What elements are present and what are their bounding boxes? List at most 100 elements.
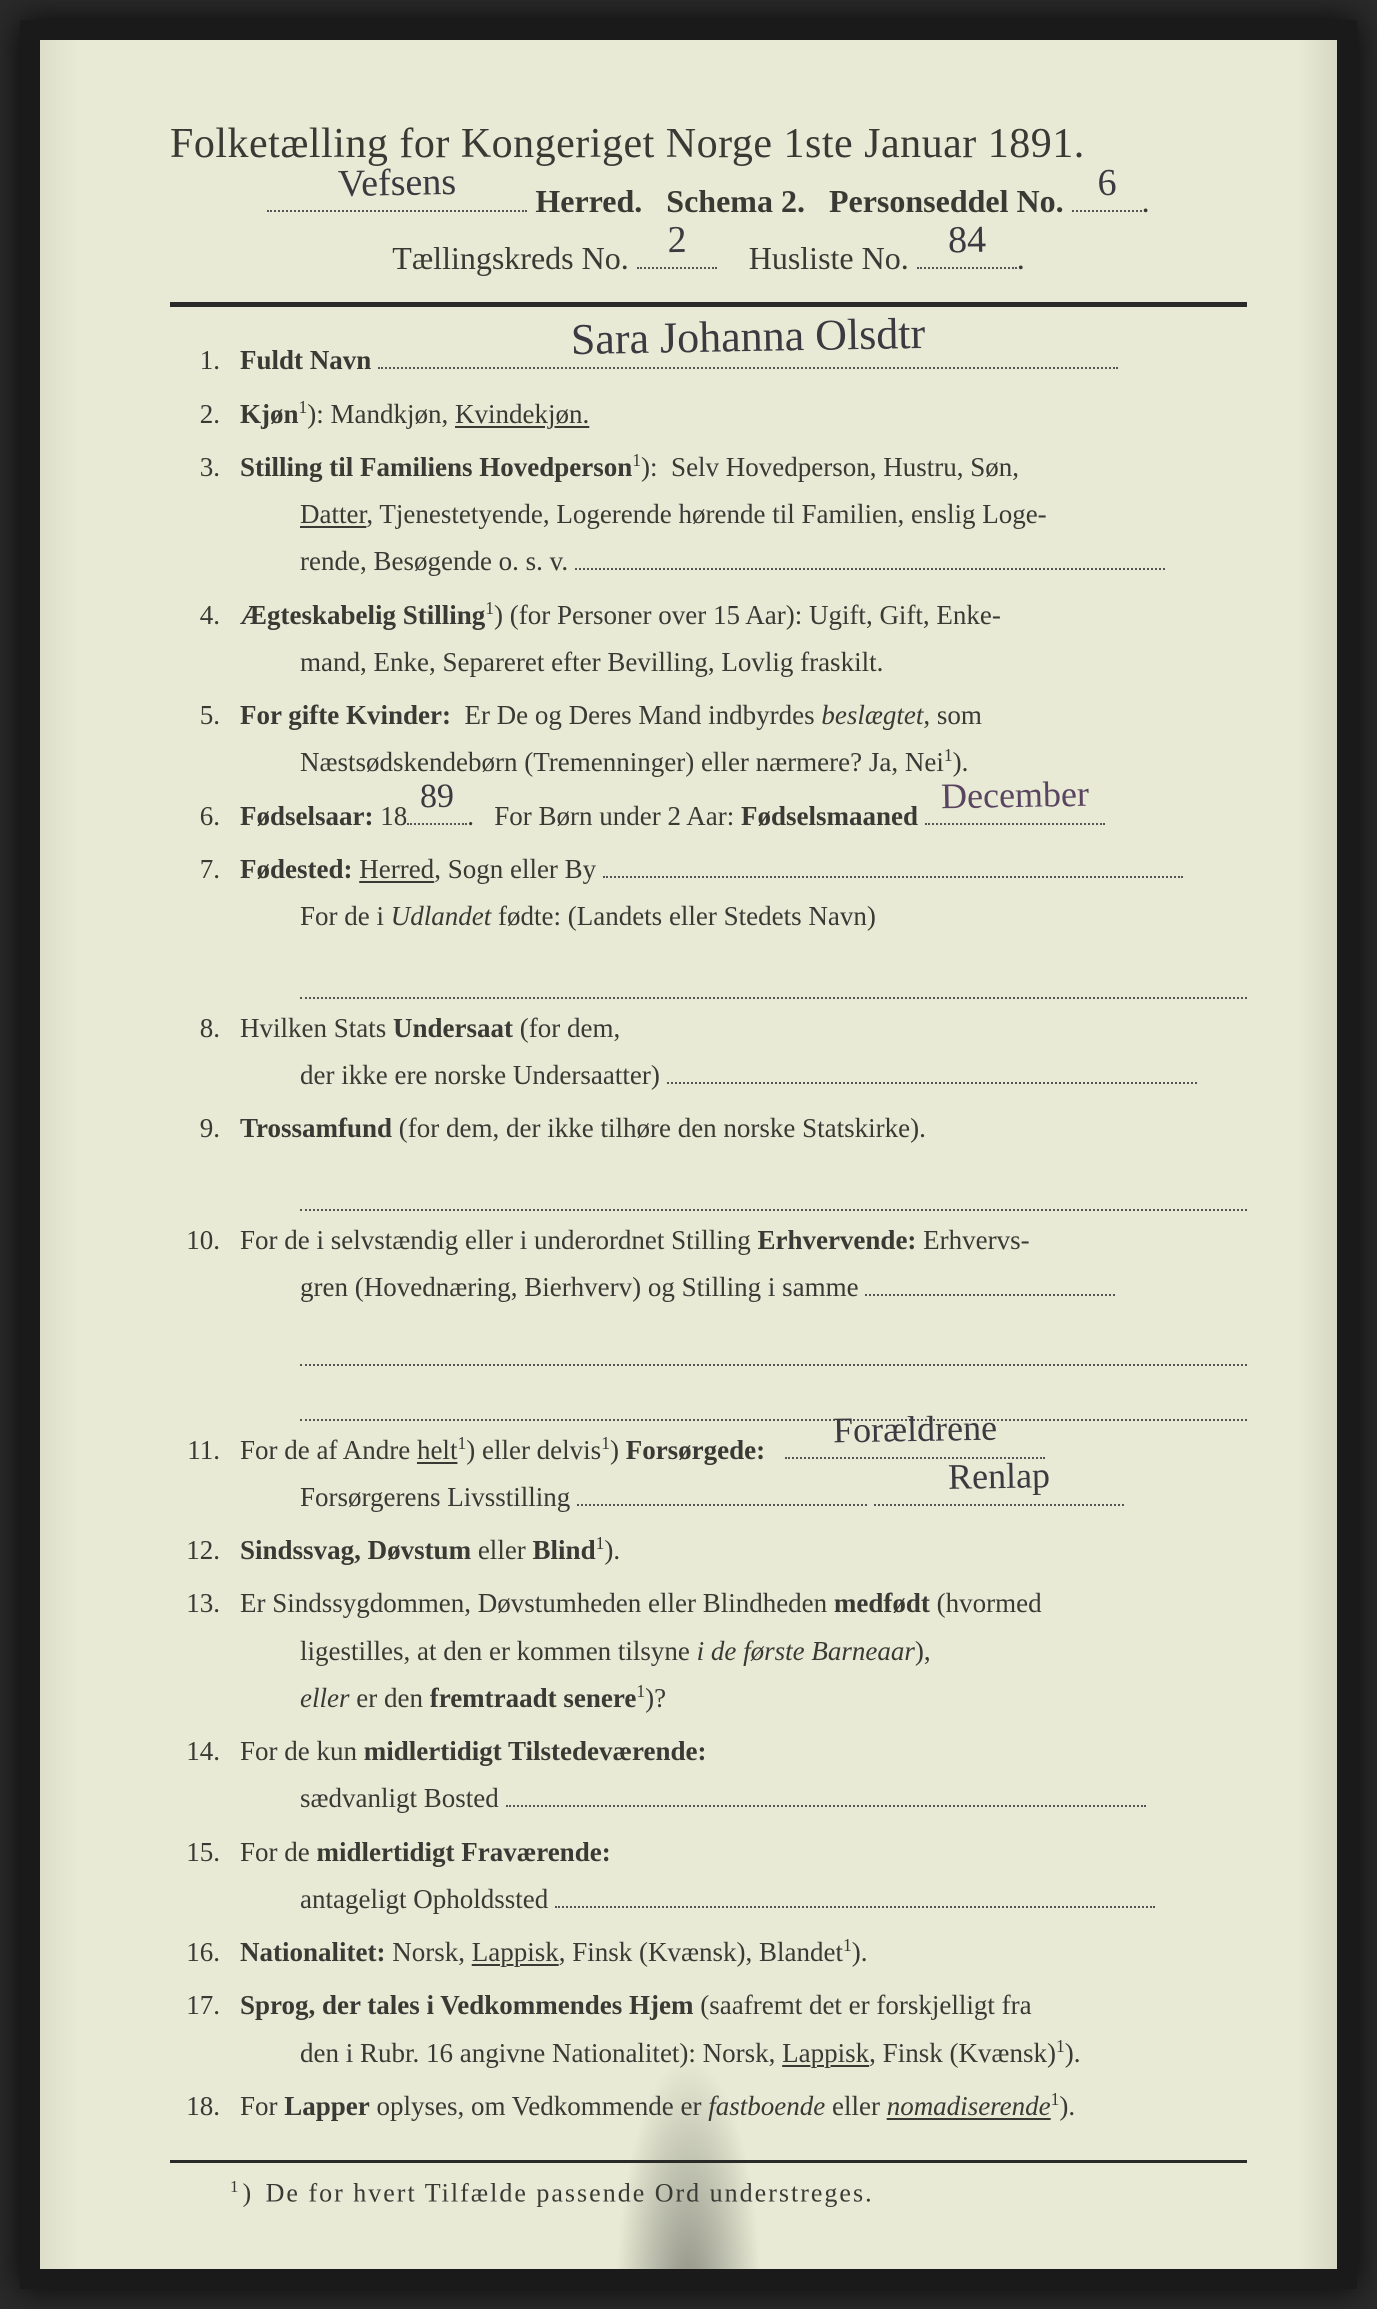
q17: Sprog, der tales i Vedkommendes Hjem (sa…: [170, 1982, 1247, 2077]
q7-udlandet: Udlandet: [391, 901, 492, 931]
q6-label2: Fødselsmaaned: [741, 801, 918, 831]
husliste-label: Husliste No.: [749, 240, 909, 276]
q13-text3: ligestilles, at den er kommen tilsyne: [300, 1636, 690, 1666]
husliste-field: 84: [917, 234, 1017, 269]
q15-text1: For de: [240, 1837, 310, 1867]
q16: Nationalitet: Norsk, Lappisk, Finsk (Kvæ…: [170, 1929, 1247, 1976]
questions-list: Fuldt Navn Sara Johanna Olsdtr Kjøn1): M…: [170, 337, 1247, 2130]
q9-blank: [300, 1171, 1247, 1212]
q17-lappisk: Lappisk: [782, 2038, 869, 2068]
q5-text1: Er De og Deres Mand indbyrdes: [464, 700, 814, 730]
q13-italic1: i de første Barneaar: [697, 1636, 915, 1666]
q7-blank2: [300, 958, 1247, 999]
q7: Fødested: Herred, Sogn eller By For de i…: [170, 846, 1247, 999]
q14-text1: For de kun: [240, 1736, 357, 1766]
q18-fastboende: fastboende: [708, 2091, 825, 2121]
q13-text1: Er Sindssygdommen, Døvstumheden eller Bl…: [240, 1588, 827, 1618]
q4-text1: (for Personer over 15 Aar): Ugift, Gift,…: [510, 600, 1001, 630]
q2-text-a: Mandkjøn,: [331, 399, 449, 429]
footnote: 1) De for hvert Tilfælde passende Ord un…: [170, 2177, 1247, 2209]
header-line-2: Tællingskreds No. 2 Husliste No. 84 .: [170, 233, 1247, 284]
q8: Hvilken Stats Undersaat (for dem, der ik…: [170, 1005, 1247, 1100]
q3: Stilling til Familiens Hovedperson1): Se…: [170, 444, 1247, 586]
q7-herred: Herred: [359, 854, 434, 884]
q16-lappisk: Lappisk: [472, 1937, 559, 1967]
q6-month-value: December: [924, 762, 1105, 828]
q10-text1: For de i selvstændig eller i underordnet…: [240, 1225, 751, 1255]
q8-text3: der ikke ere norske Undersaatter): [300, 1060, 660, 1090]
q11-text3: Forsørgerens Livsstilling: [300, 1482, 570, 1512]
q10-text3: gren (Hovednæring, Bierhverv) og Stillin…: [300, 1272, 859, 1302]
q10: For de i selvstændig eller i underordnet…: [170, 1217, 1247, 1421]
q17-text2: den i Rubr. 16 angivne Nationalitet): No…: [300, 2038, 775, 2068]
q5-text1b: , som: [923, 700, 982, 730]
herred-label: Herred.: [535, 183, 642, 219]
q14-blank: [506, 1805, 1146, 1807]
q13-medfodt: medfødt: [834, 1588, 930, 1618]
q5-beslaegtet: beslægtet: [821, 700, 923, 730]
q6: Fødselsaar: 1889. For Børn under 2 Aar: …: [170, 793, 1247, 840]
q11-value2: Renlap: [873, 1443, 1124, 1510]
q7-text2: For de i: [300, 901, 384, 931]
q16-text1: Norsk,: [392, 1937, 465, 1967]
q8-text2: (for dem,: [520, 1013, 620, 1043]
kreds-field: 2: [637, 234, 717, 269]
q11-label: Forsørgede:: [626, 1435, 765, 1465]
q3-text1: Selv Hovedperson, Hustru, Søn,: [671, 452, 1019, 482]
q13-text4: ),: [915, 1636, 931, 1666]
q7-text1: , Sogn eller By: [434, 854, 596, 884]
q15-label: midlertidigt Fraværende:: [317, 1837, 611, 1867]
q11-helt: helt: [417, 1435, 458, 1465]
kreds-label: Tællingskreds No.: [392, 240, 628, 276]
q2: Kjøn1): Mandkjøn, Kvindekjøn.: [170, 391, 1247, 438]
q16-label: Nationalitet:: [240, 1937, 385, 1967]
footnote-text: De for hvert Tilfælde passende Ord under…: [266, 2179, 874, 2208]
q3-datter: Datter: [300, 499, 366, 529]
q3-text3: rende, Besøgende o. s. v.: [300, 546, 568, 576]
q12: Sindssvag, Døvstum eller Blind1).: [170, 1527, 1247, 1574]
kreds-value: 2: [636, 210, 717, 272]
husliste-value: 84: [916, 210, 1017, 273]
q16-text2: , Finsk (Kvænsk), Blandet: [559, 1937, 843, 1967]
q6-year-value: 89: [407, 767, 468, 828]
q8-blank: [667, 1082, 1197, 1084]
q13-italic2: eller: [300, 1683, 349, 1713]
q7-text3: fødte: (Landets eller Stedets Navn): [498, 901, 876, 931]
q13-text2: (hvormed: [937, 1588, 1042, 1618]
q9: Trossamfund (for dem, der ikke tilhøre d…: [170, 1105, 1247, 1211]
q7-blank1: [603, 876, 1183, 878]
herred-field: Vefsens: [267, 177, 527, 212]
q13: Er Sindssygdommen, Døvstumheden eller Bl…: [170, 1580, 1247, 1722]
q4-text2: mand, Enke, Separeret efter Bevilling, L…: [240, 639, 1247, 686]
q15: For de midlertidigt Fraværende: antageli…: [170, 1829, 1247, 1924]
q15-blank: [555, 1906, 1155, 1908]
q6-year-field: 89: [407, 823, 467, 825]
q10-blank3: [300, 1380, 1247, 1421]
q13-text5: er den: [356, 1683, 423, 1713]
q18-nomad: nomadiserende: [887, 2091, 1051, 2121]
q10-blank2: [300, 1326, 1247, 1367]
q18-text1: For: [240, 2091, 278, 2121]
q7-label: Fødested:: [240, 854, 352, 884]
q11: For de af Andre helt1) eller delvis1) Fo…: [170, 1427, 1247, 1522]
q2-selected: Kvindekjøn.: [455, 399, 589, 429]
q11-field2: Renlap: [874, 1504, 1124, 1506]
q11-text1: For de af Andre: [240, 1435, 410, 1465]
q1-label: Fuldt Navn: [240, 345, 371, 375]
q1-field: Sara Johanna Olsdtr: [378, 367, 1118, 369]
q12-label: Sindssvag, Døvstum: [240, 1535, 471, 1565]
q9-text: (for dem, der ikke tilhøre den norske St…: [399, 1113, 926, 1143]
q13-bold2: fremtraadt senere: [430, 1683, 637, 1713]
personseddel-value: 6: [1071, 153, 1142, 215]
q10-blank1: [865, 1294, 1115, 1296]
q15-text2: antageligt Opholdssted: [300, 1884, 548, 1914]
q4: Ægteskabelig Stilling1) (for Personer ov…: [170, 592, 1247, 687]
q10-label: Erhvervende:: [757, 1225, 916, 1255]
q5-text2: Næstsødskendebørn (Tremenninger) eller n…: [300, 747, 944, 777]
q11-text2: eller delvis: [482, 1435, 601, 1465]
q18-lapper: Lapper: [284, 2091, 370, 2121]
q18: For Lapper oplyses, om Vedkommende er fa…: [170, 2083, 1247, 2130]
q17-label: Sprog, der tales i Vedkommendes Hjem: [240, 1990, 694, 2020]
q2-label: Kjøn: [240, 399, 299, 429]
q12-text: eller: [478, 1535, 526, 1565]
